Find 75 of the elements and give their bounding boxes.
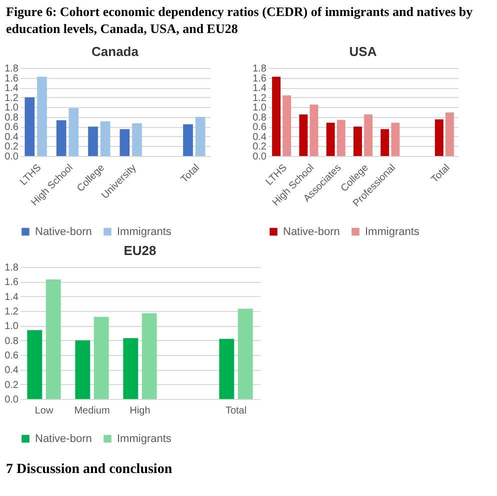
bar xyxy=(238,308,253,399)
y-tick-label: 1.2 xyxy=(4,92,19,104)
bar xyxy=(68,108,79,156)
bar xyxy=(354,126,362,156)
y-tick-label: 0.0 xyxy=(252,151,267,162)
y-tick-label: 0.8 xyxy=(4,112,19,124)
bar xyxy=(380,128,390,156)
bar xyxy=(282,95,292,156)
chart-title: USA xyxy=(349,44,378,59)
y-tick-label: 1.6 xyxy=(4,73,19,84)
bar xyxy=(27,330,42,399)
y-tick-label: 1.0 xyxy=(4,320,19,332)
legend-label: Native-born xyxy=(35,432,92,445)
y-tick-label: 0.8 xyxy=(252,112,267,124)
legend-label: Native-born xyxy=(35,226,92,238)
y-tick-label: 1.4 xyxy=(4,292,19,303)
y-tick-label: 1.0 xyxy=(252,102,267,114)
bar xyxy=(391,122,400,156)
y-tick-label: 1.8 xyxy=(252,63,267,74)
bar xyxy=(120,128,130,156)
y-tick-label: 0.4 xyxy=(4,364,19,376)
bar xyxy=(88,126,98,156)
y-tick-label: 1.6 xyxy=(4,276,19,288)
bar xyxy=(326,122,335,156)
legend-label: Immigrants xyxy=(117,226,172,238)
chart-title: EU28 xyxy=(124,242,156,258)
y-tick-label: 1.6 xyxy=(252,73,267,84)
y-tick-label: 0.6 xyxy=(4,350,19,362)
bar xyxy=(123,338,138,399)
bar xyxy=(142,312,157,399)
legend-label: Immigrants xyxy=(117,432,172,445)
y-tick-label: 1.0 xyxy=(4,102,19,114)
y-tick-label: 1.2 xyxy=(4,306,19,318)
bar xyxy=(445,112,454,156)
bar xyxy=(364,114,372,156)
y-tick-label: 0.0 xyxy=(4,394,19,406)
y-tick-label: 1.2 xyxy=(252,92,267,104)
bar xyxy=(24,97,35,156)
bar xyxy=(310,104,318,156)
bar xyxy=(299,114,308,156)
x-tick-label: Medium xyxy=(74,405,110,416)
bar xyxy=(434,119,444,156)
y-tick-label: 0.0 xyxy=(4,151,19,162)
y-tick-label: 0.2 xyxy=(4,142,19,153)
y-tick-label: 0.2 xyxy=(4,380,19,391)
y-tick-label: 0.6 xyxy=(252,122,267,133)
y-tick-label: 1.8 xyxy=(4,63,19,74)
legend-label: Native-born xyxy=(283,226,340,238)
bar xyxy=(94,316,109,399)
x-tick-label: Low xyxy=(34,405,54,416)
bar xyxy=(132,123,142,156)
y-tick-label: 0.8 xyxy=(4,336,19,347)
bar xyxy=(219,338,234,399)
bar xyxy=(272,76,281,156)
bar xyxy=(183,124,193,156)
bar xyxy=(46,279,61,399)
bar xyxy=(336,120,346,156)
y-tick-label: 1.4 xyxy=(4,82,19,94)
text: 7 Discussion and conclusion xyxy=(5,460,174,478)
bar xyxy=(75,340,90,399)
y-tick-label: 0.6 xyxy=(4,122,19,133)
bar xyxy=(56,120,66,156)
bar xyxy=(37,76,47,156)
x-tick-label: High xyxy=(130,405,150,416)
y-tick-label: 1.8 xyxy=(4,262,19,274)
caption: Figure 6: Cohort economic dependency ratios (CEDR) of immigrants and natives by education levels, Canada, USA, and EU28 xyxy=(5,3,474,38)
chart-title: Canada xyxy=(92,44,140,59)
y-tick-label: 0.4 xyxy=(4,132,19,143)
legend-label: Immigrants xyxy=(365,226,420,238)
bar xyxy=(100,121,110,156)
x-tick-label: Total xyxy=(225,405,247,416)
bar xyxy=(195,116,206,156)
y-tick-label: 1.4 xyxy=(252,82,267,94)
y-tick-label: 0.4 xyxy=(252,132,267,143)
y-tick-label: 0.2 xyxy=(252,142,267,153)
